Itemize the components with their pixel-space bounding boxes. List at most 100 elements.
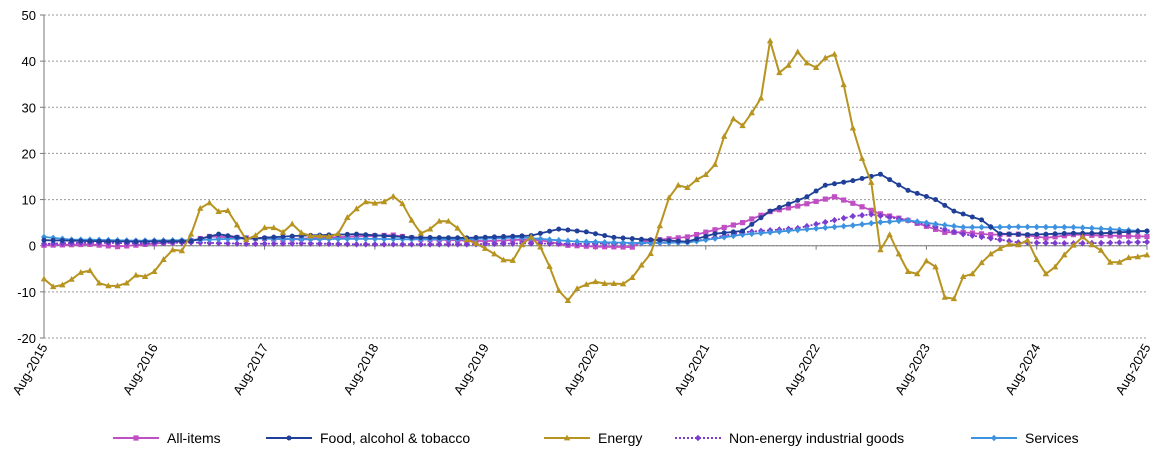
data-point — [1144, 233, 1150, 240]
data-point — [50, 240, 57, 247]
data-point — [362, 235, 369, 243]
data-point — [179, 238, 185, 244]
data-point — [390, 233, 396, 239]
data-point — [1025, 232, 1031, 238]
data-point — [334, 230, 342, 237]
data-point — [399, 241, 406, 248]
data-point — [859, 211, 866, 219]
x-axis-ticks: Aug-2015 Aug-2016 Aug-2017 Aug-2018 Aug-2019… — [9, 341, 1153, 397]
data-point — [500, 240, 507, 248]
data-point — [1134, 253, 1142, 260]
data-point — [132, 271, 140, 278]
data-point — [372, 232, 378, 238]
data-point — [151, 238, 157, 244]
data-point — [822, 54, 829, 61]
data-point — [353, 205, 360, 212]
data-point — [316, 240, 323, 248]
data-point — [482, 245, 489, 251]
data-point — [1033, 256, 1040, 262]
data-point — [850, 200, 856, 206]
data-point — [427, 241, 434, 248]
data-point — [923, 193, 929, 199]
data-point — [904, 268, 912, 274]
data-point — [987, 250, 994, 257]
data-point — [86, 267, 94, 274]
data-point — [914, 218, 921, 225]
data-point — [694, 231, 700, 238]
data-point — [1126, 233, 1132, 239]
data-point — [868, 211, 875, 218]
data-point — [593, 231, 598, 237]
data-point — [354, 231, 360, 237]
data-point — [996, 245, 1004, 251]
data-point — [1042, 270, 1050, 277]
data-point — [233, 221, 241, 228]
data-point — [996, 236, 1003, 244]
data-point — [1098, 230, 1104, 236]
data-point — [795, 203, 801, 209]
data-point — [960, 223, 967, 231]
data-point — [849, 222, 856, 229]
data-point — [289, 233, 295, 239]
data-point — [40, 275, 48, 282]
data-point — [601, 280, 608, 286]
data-point — [859, 221, 866, 228]
data-point — [381, 233, 387, 239]
data-point — [564, 297, 572, 304]
data-point — [362, 198, 369, 205]
data-point — [224, 240, 231, 247]
data-point — [868, 207, 874, 213]
data-point — [720, 132, 728, 139]
data-point — [822, 196, 828, 202]
data-point — [611, 244, 617, 250]
data-point — [923, 219, 930, 227]
data-point — [592, 238, 599, 246]
data-point — [1107, 225, 1114, 233]
data-point — [123, 279, 130, 286]
data-point — [261, 240, 268, 248]
data-point — [363, 232, 369, 238]
data-point — [804, 201, 810, 207]
data-point — [316, 235, 323, 243]
data-point — [142, 238, 148, 244]
data-point — [583, 229, 589, 235]
data-point — [987, 235, 994, 242]
data-point — [785, 227, 792, 235]
data-point — [822, 218, 829, 226]
data-point — [739, 231, 746, 238]
data-point — [1144, 228, 1150, 234]
data-point — [436, 217, 443, 224]
data-point — [160, 256, 167, 262]
data-point — [794, 48, 801, 55]
data-point — [206, 233, 212, 239]
data-point — [766, 37, 774, 44]
data-point — [831, 181, 837, 187]
data-point — [436, 235, 442, 241]
data-point — [877, 212, 884, 220]
data-point — [390, 235, 397, 243]
data-point — [518, 241, 526, 248]
data-point — [1135, 228, 1141, 234]
data-point — [473, 235, 479, 241]
data-point — [785, 205, 792, 211]
data-point — [215, 235, 222, 243]
x-tick-label: Aug-2024 — [1002, 341, 1043, 397]
data-point — [813, 188, 819, 194]
data-point — [960, 230, 967, 238]
data-point — [749, 216, 755, 222]
data-point — [803, 59, 811, 66]
data-point — [1116, 258, 1123, 265]
data-point — [408, 241, 415, 248]
data-point — [344, 240, 351, 248]
data-point — [840, 81, 847, 88]
data-point — [555, 287, 562, 293]
data-point — [941, 221, 948, 229]
data-point — [316, 232, 323, 239]
data-point — [849, 212, 856, 220]
data-point — [831, 50, 838, 57]
data-point — [1097, 246, 1105, 253]
data-point — [509, 240, 516, 247]
data-point — [197, 204, 204, 211]
data-point — [408, 216, 415, 223]
data-point — [656, 222, 664, 229]
